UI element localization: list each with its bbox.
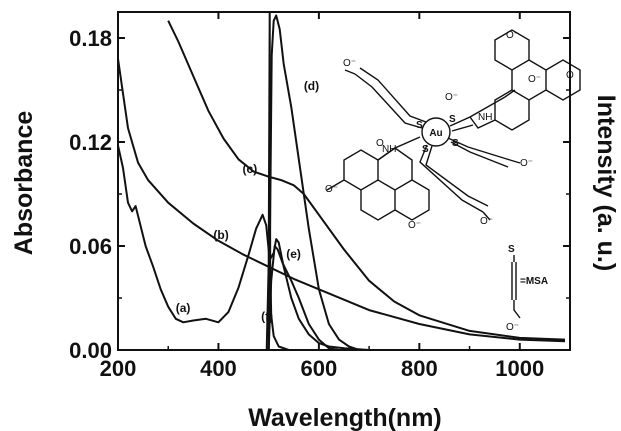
series-group xyxy=(117,11,566,351)
curve-label: (c) xyxy=(243,162,258,176)
msa-ligands xyxy=(344,67,521,221)
sulfur-label-3: S xyxy=(422,144,429,155)
x-tick-label: 200 xyxy=(100,356,137,381)
x-tick-label: 600 xyxy=(301,356,338,381)
axis-ticks: 200 400 600 800 1000 0.00 0.06 0.12 0.18 xyxy=(69,12,570,381)
plot-frame xyxy=(117,11,571,351)
sulfur-label-2: S xyxy=(449,114,456,125)
series-line-c xyxy=(167,20,566,341)
msa-legend-label: =MSA xyxy=(520,276,548,287)
series-line-a xyxy=(117,145,370,351)
ion-label-2: O⁻ xyxy=(528,74,541,85)
x-tick-label: 400 xyxy=(200,356,237,381)
ion-label-9: O⁻ xyxy=(506,322,519,333)
y-tick-label: 0.18 xyxy=(69,26,112,51)
sulfur-label-4: S xyxy=(452,138,459,149)
fluorescein-bottom xyxy=(326,147,430,221)
msa-legend-glyph xyxy=(511,255,521,319)
x-tick-label: 1000 xyxy=(495,356,544,381)
series-line-f xyxy=(265,11,290,351)
y-axis-title: Absorbance xyxy=(10,111,38,256)
y-axis-right-title: Intensity (a. u.) xyxy=(592,95,620,271)
y-tick-label: 0.06 xyxy=(69,234,112,259)
y-tick-label: 0.12 xyxy=(69,130,112,155)
sulfur-legend-label: S xyxy=(508,244,515,255)
carbonyl-label-1: O xyxy=(566,70,574,81)
ion-label-1: O⁻ xyxy=(506,30,519,41)
nh-label-top: NH xyxy=(478,112,492,123)
ion-label-3: O⁻ xyxy=(343,58,356,69)
y-tick-label: 0.00 xyxy=(69,338,112,363)
nh-label-bottom: NH xyxy=(382,144,396,155)
ion-label-8: O⁻ xyxy=(445,92,458,103)
x-tick-label: 800 xyxy=(401,356,438,381)
carbonyl-label-2: O xyxy=(376,138,384,149)
series-line-d xyxy=(267,14,360,351)
fluorescein-top xyxy=(469,29,581,131)
ion-label-5: O⁻ xyxy=(408,220,421,231)
au-label: Au xyxy=(429,128,442,139)
au-core xyxy=(421,117,451,147)
curve-labels: (a) (b) (c) (d) (e) (f) xyxy=(176,79,319,324)
ion-label-6: O⁻ xyxy=(520,158,533,169)
curve-label: (f) xyxy=(261,310,273,324)
series-line-e xyxy=(267,245,340,351)
au-nanoparticle-structure xyxy=(326,29,581,319)
ion-label-7: O⁻ xyxy=(480,216,493,227)
curve-label: (d) xyxy=(304,79,319,93)
x-axis-title: Wavelength(nm) xyxy=(248,404,442,431)
curve-label: (b) xyxy=(213,228,228,242)
plot-border xyxy=(117,11,571,351)
curve-label: (e) xyxy=(286,247,301,261)
ion-label-4: O⁻ xyxy=(325,184,338,195)
sulfur-label-1: S xyxy=(416,120,423,131)
curve-label: (a) xyxy=(176,301,191,315)
